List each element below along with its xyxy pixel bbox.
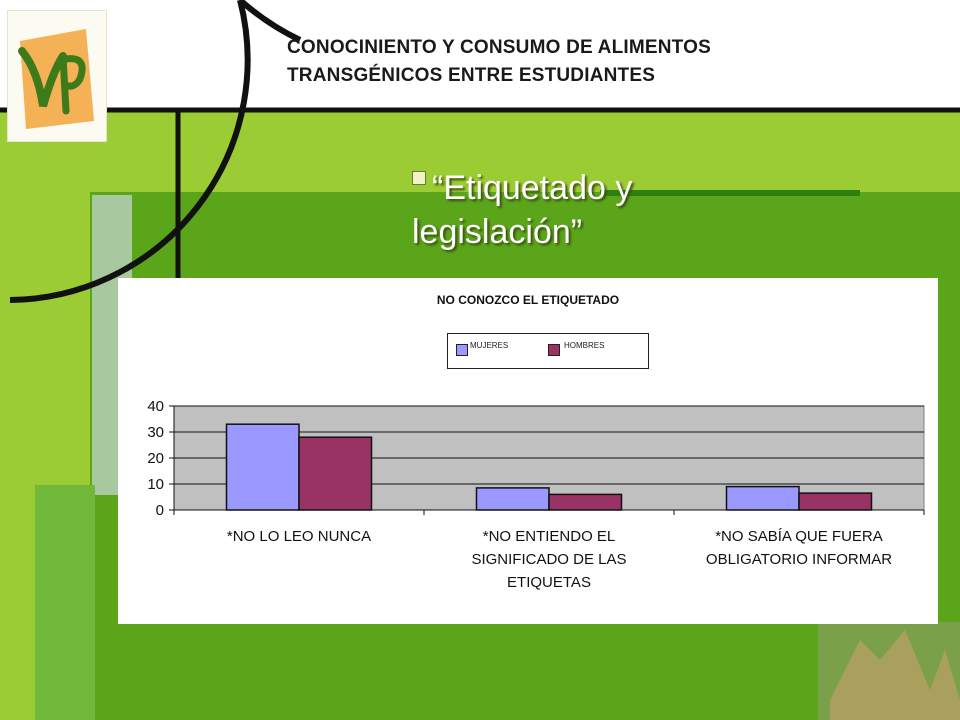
slide-title-line-2: TRANSGÉNICOS ENTRE ESTUDIANTES: [287, 65, 656, 86]
y-tick-label-40: 40: [147, 398, 164, 415]
legend-label-mujeres: MUJERES: [470, 341, 509, 350]
corner-photo-shape: [830, 630, 960, 720]
x-category-label-2-0: *NO SABÍA QUE FUERA: [715, 528, 883, 545]
bar-mujeres-1: [475, 487, 550, 511]
bar-hombres-1: [548, 493, 623, 511]
chart-panel: NO CONOZCO EL ETIQUETADO MUJERES HOMBRES…: [118, 278, 938, 624]
bar-hombres-0: [298, 436, 373, 511]
bullet-line-2: legislación”: [412, 213, 583, 251]
slide-title-line-1: CONOCINIENTO Y CONSUMO DE ALIMENTOS: [287, 37, 711, 58]
chart-legend: MUJERES HOMBRES: [447, 333, 649, 369]
bar-mujeres-0: [225, 423, 300, 511]
circle-arc-top: [238, 0, 302, 43]
bullet-line-1: “Etiquetado y: [412, 166, 792, 210]
bar-hombres-2: [798, 492, 873, 511]
x-category-label-1-0: *NO ENTIENDO EL: [483, 528, 616, 545]
x-category-label-1-1: SIGNIFICADO DE LAS: [471, 551, 626, 568]
bar-mujeres-2: [725, 485, 800, 511]
x-category-label-1-2: ETIQUETAS: [507, 574, 591, 591]
x-category-label-2-1: OBLIGATORIO INFORMAR: [706, 551, 892, 568]
y-tick-label-0: 0: [156, 502, 164, 519]
chart-title: NO CONOZCO EL ETIQUETADO: [436, 293, 620, 307]
y-tick-label-30: 30: [147, 424, 164, 441]
legend-label-hombres: HOMBRES: [564, 341, 605, 350]
bullet-square-icon: [412, 171, 426, 185]
legend-swatch-mujeres: [456, 344, 468, 356]
bar-chart: 0 10 20 30 40 *NO LO LEO NUNCA *NO ENTIENDO EL…: [147, 398, 925, 591]
logo-graphic: [18, 29, 94, 129]
bullet-text-1: “Etiquetado y: [432, 169, 633, 207]
accent-bar: [600, 190, 860, 196]
circle-arc: [9, 0, 251, 303]
left-strip: [35, 485, 95, 720]
slide-title: CONOCINIENTO Y CONSUMO DE ALIMENTOS TRAN…: [287, 34, 927, 90]
y-tick-label-20: 20: [147, 450, 164, 467]
bullet-heading: “Etiquetado y legislación”: [412, 166, 792, 254]
legend-swatch-hombres: [548, 344, 560, 356]
y-tick-label-10: 10: [147, 476, 164, 493]
x-category-label-0-0: *NO LO LEO NUNCA: [227, 528, 371, 545]
logo: [7, 10, 107, 142]
